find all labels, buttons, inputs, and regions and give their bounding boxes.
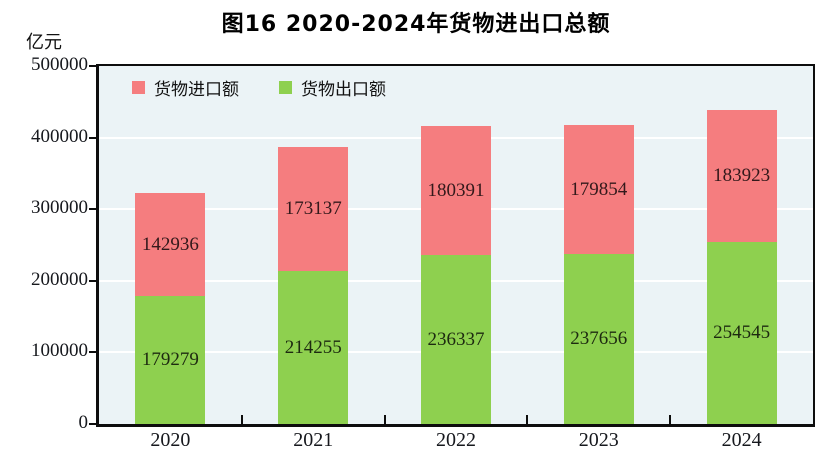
x-axis-label-2022: 2022	[435, 429, 476, 451]
legend-swatch-exports	[279, 81, 292, 94]
bar-segment-exports-2021: 214255	[278, 270, 349, 424]
data-label-exports-2020: 179279	[141, 349, 199, 371]
data-label-imports-2021: 173137	[284, 198, 342, 220]
bar-segment-imports-2024: 183923	[706, 110, 777, 242]
y-axis-tick-label: 200000	[31, 268, 88, 290]
bar-segment-exports-2022: 236337	[421, 254, 491, 424]
data-label-exports-2023: 237656	[570, 328, 628, 350]
x-axis-tick	[240, 415, 243, 424]
bar-segment-imports-2020: 142936	[135, 193, 206, 296]
bar-2023: 179854 237656	[563, 125, 634, 424]
y-axis-tick-label: 300000	[31, 197, 88, 219]
x-axis-label-2020: 2020	[150, 429, 191, 451]
legend-label-exports: 货物出口额	[301, 80, 386, 100]
data-label-imports-2024: 183923	[713, 165, 771, 187]
x-axis-labels: 2020 2021 2022 2023 2024	[99, 429, 813, 452]
y-axis-tick	[89, 136, 96, 139]
x-axis-tick	[526, 415, 529, 424]
legend-item-exports: 货物出口额	[279, 75, 386, 100]
x-axis-tick	[669, 415, 672, 424]
y-axis-tick-label: 100000	[31, 340, 88, 362]
data-label-exports-2021: 214255	[284, 336, 342, 358]
bar-segment-exports-2020: 179279	[135, 295, 206, 424]
data-label-imports-2022: 180391	[427, 179, 485, 201]
x-axis-label-2021: 2021	[293, 429, 334, 451]
bar-2020: 142936 179279	[135, 193, 206, 424]
y-axis-tick	[89, 351, 96, 354]
bar-2022: 180391 236337	[421, 125, 491, 424]
chart-title: 图16 2020-2024年货物进出口总额	[221, 12, 611, 37]
bar-segment-exports-2024: 254545	[706, 241, 777, 424]
bar-segment-imports-2023: 179854	[563, 125, 634, 254]
bar-2021: 173137 214255	[278, 146, 349, 424]
y-axis-tick-label: 400000	[31, 125, 88, 147]
data-label-imports-2020: 142936	[141, 233, 199, 255]
bar-segment-imports-2021: 173137	[278, 146, 349, 271]
legend-swatch-imports	[132, 81, 145, 94]
plot-area: 货物进口额 货物出口额 142936 179279 173137 214255 18039…	[96, 64, 815, 427]
y-axis-unit-label: 亿元	[26, 32, 62, 53]
data-label-imports-2023: 179854	[570, 178, 628, 200]
bar-segment-exports-2023: 237656	[563, 253, 634, 424]
y-axis-tick-label: 0	[78, 412, 89, 433]
data-label-exports-2022: 236337	[427, 328, 485, 350]
y-axis-tick-label: 500000	[31, 54, 88, 75]
x-axis-label-2024: 2024	[721, 429, 762, 451]
y-axis-tick	[89, 65, 96, 67]
y-axis-tick	[89, 423, 96, 425]
y-axis-tick	[89, 279, 96, 282]
bar-segment-imports-2022: 180391	[421, 125, 491, 255]
data-label-exports-2024: 254545	[713, 322, 771, 344]
legend-label-imports: 货物进口额	[154, 80, 239, 100]
x-axis-tick	[383, 415, 386, 424]
bar-2024: 183923 254545	[706, 110, 777, 424]
x-axis-label-2023: 2023	[578, 429, 619, 451]
legend-item-imports: 货物进口额	[132, 75, 239, 100]
legend: 货物进口额 货物出口额	[132, 75, 386, 100]
y-axis-tick	[89, 208, 96, 211]
